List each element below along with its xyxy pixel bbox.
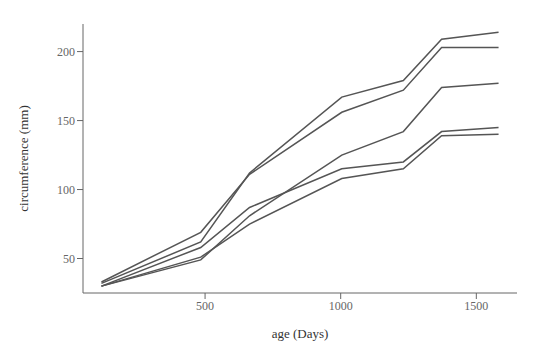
svg-text:1000: 1000 — [329, 299, 353, 313]
svg-text:100: 100 — [57, 183, 75, 197]
svg-text:age (Days): age (Days) — [272, 326, 329, 341]
svg-text:500: 500 — [196, 299, 214, 313]
svg-text:200: 200 — [57, 45, 75, 59]
svg-text:150: 150 — [57, 114, 75, 128]
svg-text:50: 50 — [63, 252, 75, 266]
svg-text:circumference (mm): circumference (mm) — [16, 105, 31, 211]
svg-text:1500: 1500 — [464, 299, 488, 313]
